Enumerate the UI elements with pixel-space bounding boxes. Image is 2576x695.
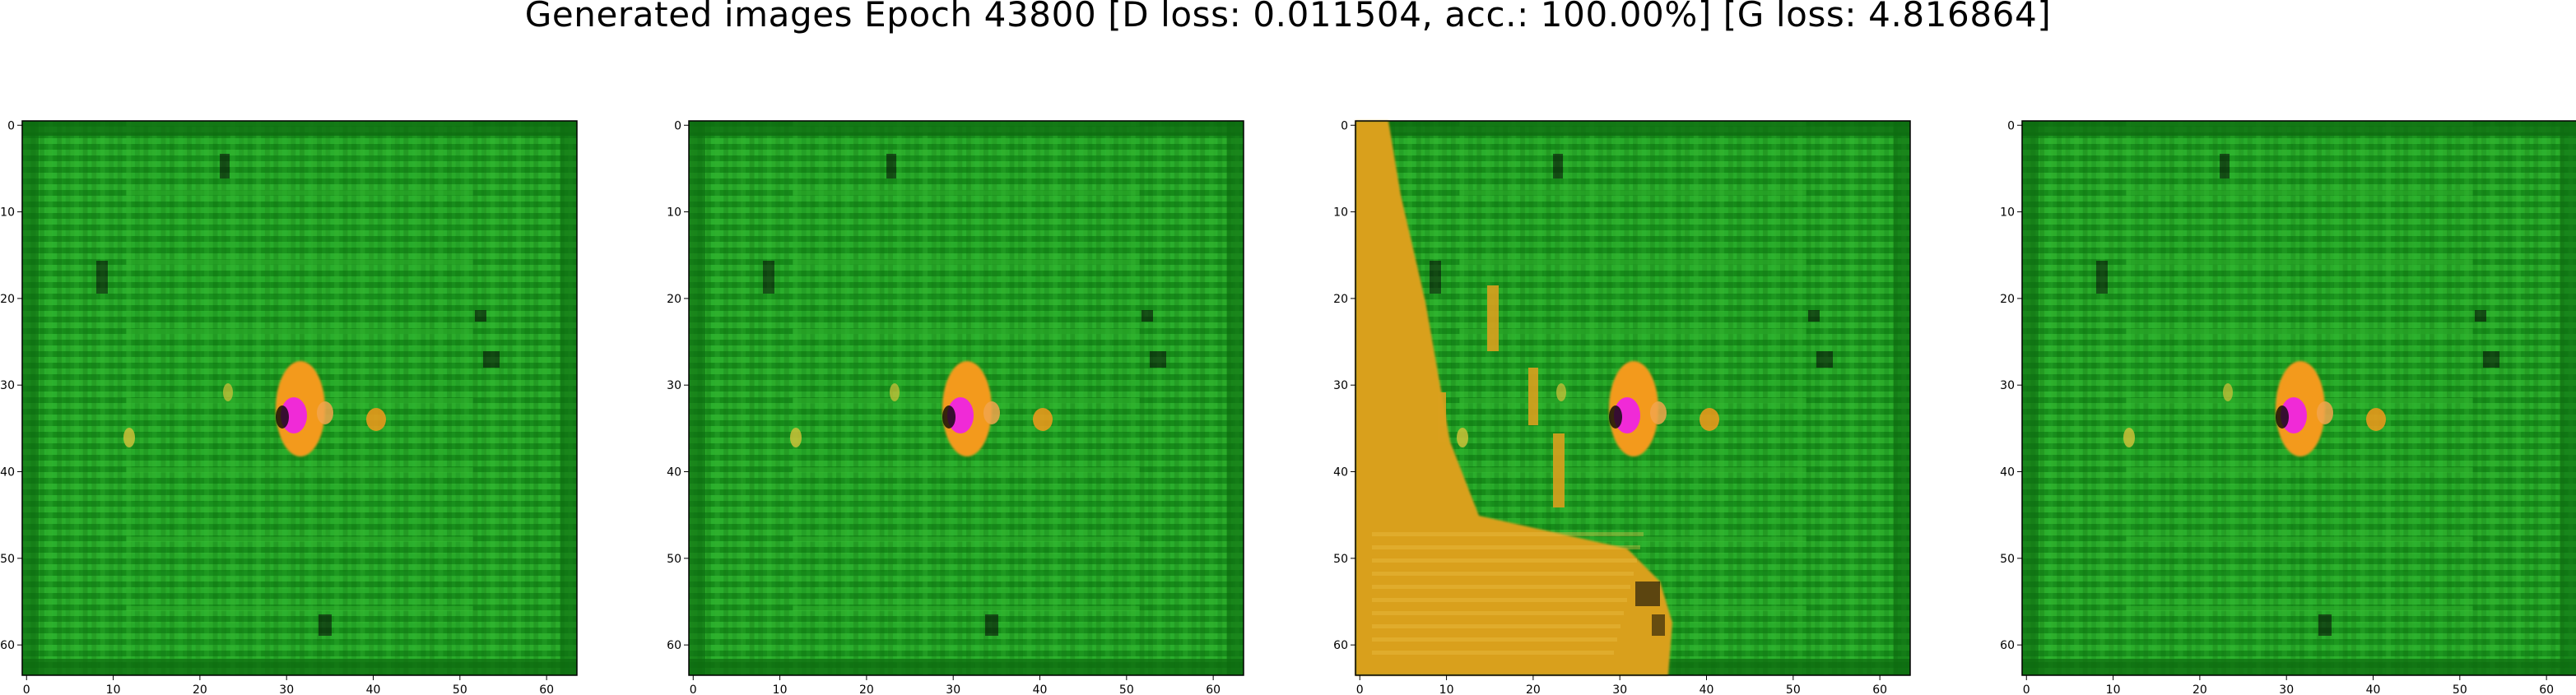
y-tick-label: 60	[667, 639, 681, 652]
x-tick-label: 0	[690, 683, 697, 695]
x-tick-label: 40	[1700, 683, 1714, 695]
x-tick-label: 10	[106, 683, 121, 695]
x-tick-label: 0	[2023, 683, 2030, 695]
x-tick-label: 60	[2539, 683, 2554, 695]
x-tick-label: 30	[946, 683, 960, 695]
y-tick-label: 20	[0, 293, 15, 306]
generated-image	[2021, 120, 2576, 676]
x-tick-label: 30	[1612, 683, 1627, 695]
x-tick-label: 60	[1872, 683, 1887, 695]
generated-image	[688, 120, 1244, 676]
x-tick-label: 20	[193, 683, 207, 695]
axes: 0 10 20 30 40 50 60 0 10 20 30 40 50 60	[2000, 119, 2554, 695]
generated-image	[1355, 120, 1911, 676]
x-tick-label: 60	[539, 683, 554, 695]
y-tick-label: 60	[2000, 639, 2015, 652]
x-tick-label: 30	[2279, 683, 2294, 695]
panel-3: 0 10 20 30 40 50 60 0 10 20 30 40 50 60	[1333, 119, 1911, 695]
axes: 0 10 20 30 40 50 60 0 10 20 30 40 50 60	[667, 119, 1221, 695]
panel-4: 0 10 20 30 40 50 60 0 10 20 30 40 50 60	[2000, 119, 2576, 695]
x-tick-label: 20	[859, 683, 874, 695]
x-tick-label: 50	[2453, 683, 2467, 695]
y-tick-label: 40	[1333, 466, 1348, 480]
x-tick-label: 40	[366, 683, 381, 695]
panel-2: 0 10 20 30 40 50 60 0 10 20 30 40 50 60	[667, 119, 1244, 695]
y-tick-label: 0	[7, 119, 15, 132]
x-tick-label: 50	[1786, 683, 1801, 695]
x-tick-label: 10	[1439, 683, 1454, 695]
generated-image	[21, 120, 578, 676]
y-tick-label: 10	[1333, 206, 1348, 220]
x-tick-label: 10	[773, 683, 788, 695]
x-tick-label: 20	[2192, 683, 2207, 695]
x-tick-label: 40	[2366, 683, 2381, 695]
y-tick-label: 10	[0, 206, 15, 220]
y-tick-label: 50	[0, 553, 15, 566]
figure-title: Generated images Epoch 43800 [D loss: 0.…	[524, 0, 2052, 35]
axes: 0 10 20 30 40 50 60 0 10 20 30 40 50 60	[0, 119, 554, 695]
y-tick-label: 50	[2000, 553, 2015, 566]
x-tick-label: 0	[23, 683, 30, 695]
x-tick-label: 10	[2106, 683, 2121, 695]
x-tick-label: 0	[1356, 683, 1364, 695]
y-tick-label: 10	[2000, 206, 2015, 220]
y-tick-label: 40	[2000, 466, 2015, 480]
y-tick-label: 60	[1333, 639, 1348, 652]
y-tick-label: 20	[667, 293, 681, 306]
x-tick-label: 60	[1206, 683, 1221, 695]
y-tick-label: 10	[667, 206, 681, 220]
y-tick-label: 60	[0, 639, 15, 652]
y-tick-label: 40	[0, 466, 15, 480]
panel-1: 0 10 20 30 40 50 60 0 10 20 30 40 50 60	[0, 119, 578, 695]
y-tick-label: 30	[1333, 379, 1348, 392]
y-tick-label: 50	[667, 553, 681, 566]
x-tick-label: 50	[1119, 683, 1134, 695]
x-tick-label: 30	[279, 683, 294, 695]
y-tick-label: 40	[667, 466, 681, 480]
y-tick-label: 0	[2007, 119, 2015, 132]
y-tick-label: 30	[667, 379, 681, 392]
y-tick-label: 30	[2000, 379, 2015, 392]
x-tick-label: 20	[1526, 683, 1541, 695]
y-tick-label: 50	[1333, 553, 1348, 566]
y-tick-label: 0	[674, 119, 681, 132]
y-tick-label: 0	[1341, 119, 1348, 132]
x-tick-label: 40	[1033, 683, 1048, 695]
y-tick-label: 30	[0, 379, 15, 392]
y-tick-label: 20	[1333, 293, 1348, 306]
x-tick-label: 50	[453, 683, 467, 695]
axes: 0 10 20 30 40 50 60 0 10 20 30 40 50 60	[1333, 119, 1887, 695]
y-tick-label: 20	[2000, 293, 2015, 306]
